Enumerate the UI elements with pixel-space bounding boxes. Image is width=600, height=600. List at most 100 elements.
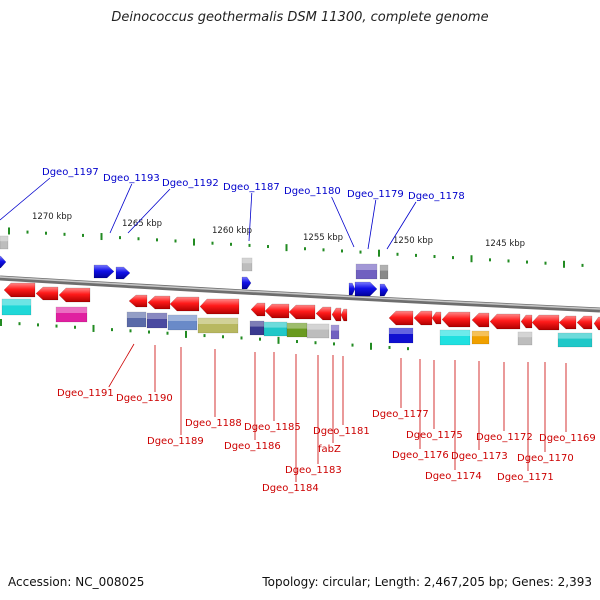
gene-label: Dgeo_1180 bbox=[284, 186, 341, 197]
scale-tick bbox=[277, 336, 280, 344]
scale-tick bbox=[222, 335, 224, 339]
cog-box-shine bbox=[242, 258, 252, 264]
reverse-gene-arrow bbox=[520, 314, 533, 329]
scale-tick bbox=[166, 331, 169, 335]
reverse-gene-arrow bbox=[35, 286, 59, 301]
scale-label: 1260 kbp bbox=[212, 226, 252, 236]
scale-tick bbox=[37, 323, 39, 327]
gene-label: Dgeo_1193 bbox=[103, 173, 160, 184]
leader-line bbox=[109, 183, 133, 234]
cog-box-shine bbox=[147, 313, 167, 319]
scale-tick bbox=[45, 231, 47, 235]
reverse-gene-arrow bbox=[147, 295, 171, 310]
cog-box-shine bbox=[127, 312, 146, 318]
scale-tick bbox=[119, 236, 121, 240]
reverse-gene-arrow bbox=[593, 316, 600, 331]
forward-gene-arrow bbox=[0, 255, 7, 269]
scale-tick bbox=[507, 259, 510, 263]
cog-category-boxes bbox=[0, 235, 593, 348]
gene-label: Dgeo_1181 bbox=[313, 426, 370, 437]
scale-label: 1250 kbp bbox=[393, 236, 433, 246]
scale-tick bbox=[370, 342, 372, 350]
gene-label: Dgeo_1187 bbox=[223, 182, 280, 193]
gene-label: Dgeo_1176 bbox=[392, 450, 449, 461]
forward-gene-arrow bbox=[354, 281, 378, 297]
cog-box-shine bbox=[356, 264, 377, 270]
cog-box-shine bbox=[472, 331, 489, 337]
cog-box-shine bbox=[0, 236, 8, 242]
scale-tick bbox=[489, 258, 491, 262]
reverse-strand-genes bbox=[3, 282, 600, 331]
cog-box-shine bbox=[389, 328, 413, 334]
gene-label: Dgeo_1170 bbox=[517, 453, 574, 464]
scale-tick bbox=[341, 249, 343, 253]
reverse-gene-arrow bbox=[340, 308, 348, 322]
gene-label: Dgeo_1184 bbox=[262, 483, 319, 494]
reverse-gene-arrow bbox=[58, 287, 91, 303]
reverse-gene-arrow bbox=[315, 306, 332, 321]
scale-tick bbox=[296, 340, 298, 344]
cog-box bbox=[439, 329, 471, 346]
leader-line bbox=[248, 192, 253, 242]
scale-tick bbox=[26, 230, 29, 234]
scale-tick bbox=[137, 237, 140, 241]
cog-box bbox=[55, 306, 88, 323]
forward-gene-labels: Dgeo_1197 Dgeo_1193 Dgeo_1192 Dgeo_1187 Dgeo… bbox=[0, 167, 465, 250]
scale-tick bbox=[452, 256, 454, 260]
scale-tick bbox=[148, 330, 150, 334]
leader-line bbox=[367, 199, 377, 250]
cog-box-shine bbox=[287, 323, 307, 329]
scale-tick bbox=[174, 239, 177, 243]
gene-label: Dgeo_1173 bbox=[451, 451, 508, 462]
cog-box bbox=[517, 331, 533, 346]
gene-label: Dgeo_1177 bbox=[372, 409, 429, 420]
gene-label: Dgeo_1172 bbox=[476, 432, 533, 443]
reverse-gene-arrow bbox=[169, 296, 200, 312]
cog-box bbox=[241, 257, 253, 272]
scale-tick bbox=[92, 324, 95, 332]
cog-box-shine bbox=[331, 325, 339, 331]
scale-tick bbox=[415, 253, 417, 257]
cog-box bbox=[197, 317, 239, 334]
reverse-gene-arrow bbox=[558, 315, 577, 330]
gene-label: Dgeo_1174 bbox=[425, 471, 482, 482]
cog-box bbox=[167, 314, 198, 331]
scale-tick bbox=[55, 324, 58, 328]
scale-tick bbox=[333, 342, 335, 346]
scale-tick bbox=[156, 238, 158, 242]
scale-tick bbox=[211, 241, 214, 245]
forward-gene-arrow bbox=[115, 266, 131, 280]
cog-box-shine bbox=[558, 333, 592, 339]
reverse-gene-arrow bbox=[471, 312, 490, 328]
cog-box-shine bbox=[440, 330, 470, 336]
cog-box bbox=[146, 312, 168, 329]
cog-box bbox=[0, 235, 9, 250]
reverse-gene-arrow bbox=[489, 313, 521, 330]
scale-tick bbox=[581, 263, 584, 267]
cog-box-shine bbox=[56, 307, 87, 313]
scale-tick bbox=[248, 243, 251, 247]
leader-line bbox=[127, 188, 171, 234]
cog-box bbox=[471, 330, 490, 345]
gene-label: Dgeo_1169 bbox=[539, 433, 596, 444]
reverse-gene-arrow bbox=[288, 304, 316, 320]
scale-tick bbox=[433, 255, 436, 259]
cog-box bbox=[557, 332, 593, 348]
leader-line bbox=[108, 343, 135, 388]
reverse-gene-arrow bbox=[264, 303, 290, 319]
gene-label: Dgeo_1185 bbox=[244, 422, 301, 433]
tick-row-bottom bbox=[0, 319, 409, 351]
cog-box-shine bbox=[168, 315, 197, 321]
reverse-gene-arrow bbox=[431, 311, 442, 325]
genome-summary: Topology: circular; Length: 2,467,205 bp… bbox=[262, 575, 592, 589]
forward-gene-arrow bbox=[379, 283, 389, 297]
scale-label: 1270 kbp bbox=[32, 212, 72, 222]
figure-title: Deinococcus geothermalis DSM 11300, comp… bbox=[111, 10, 489, 25]
scale-tick bbox=[82, 233, 84, 237]
scale-tick bbox=[193, 238, 195, 246]
cog-box bbox=[306, 323, 330, 339]
scale-tick bbox=[351, 343, 354, 347]
forward-gene-arrow bbox=[348, 282, 356, 296]
scale-tick bbox=[267, 245, 269, 249]
accession-text: Accession: NC_008025 bbox=[8, 575, 145, 589]
